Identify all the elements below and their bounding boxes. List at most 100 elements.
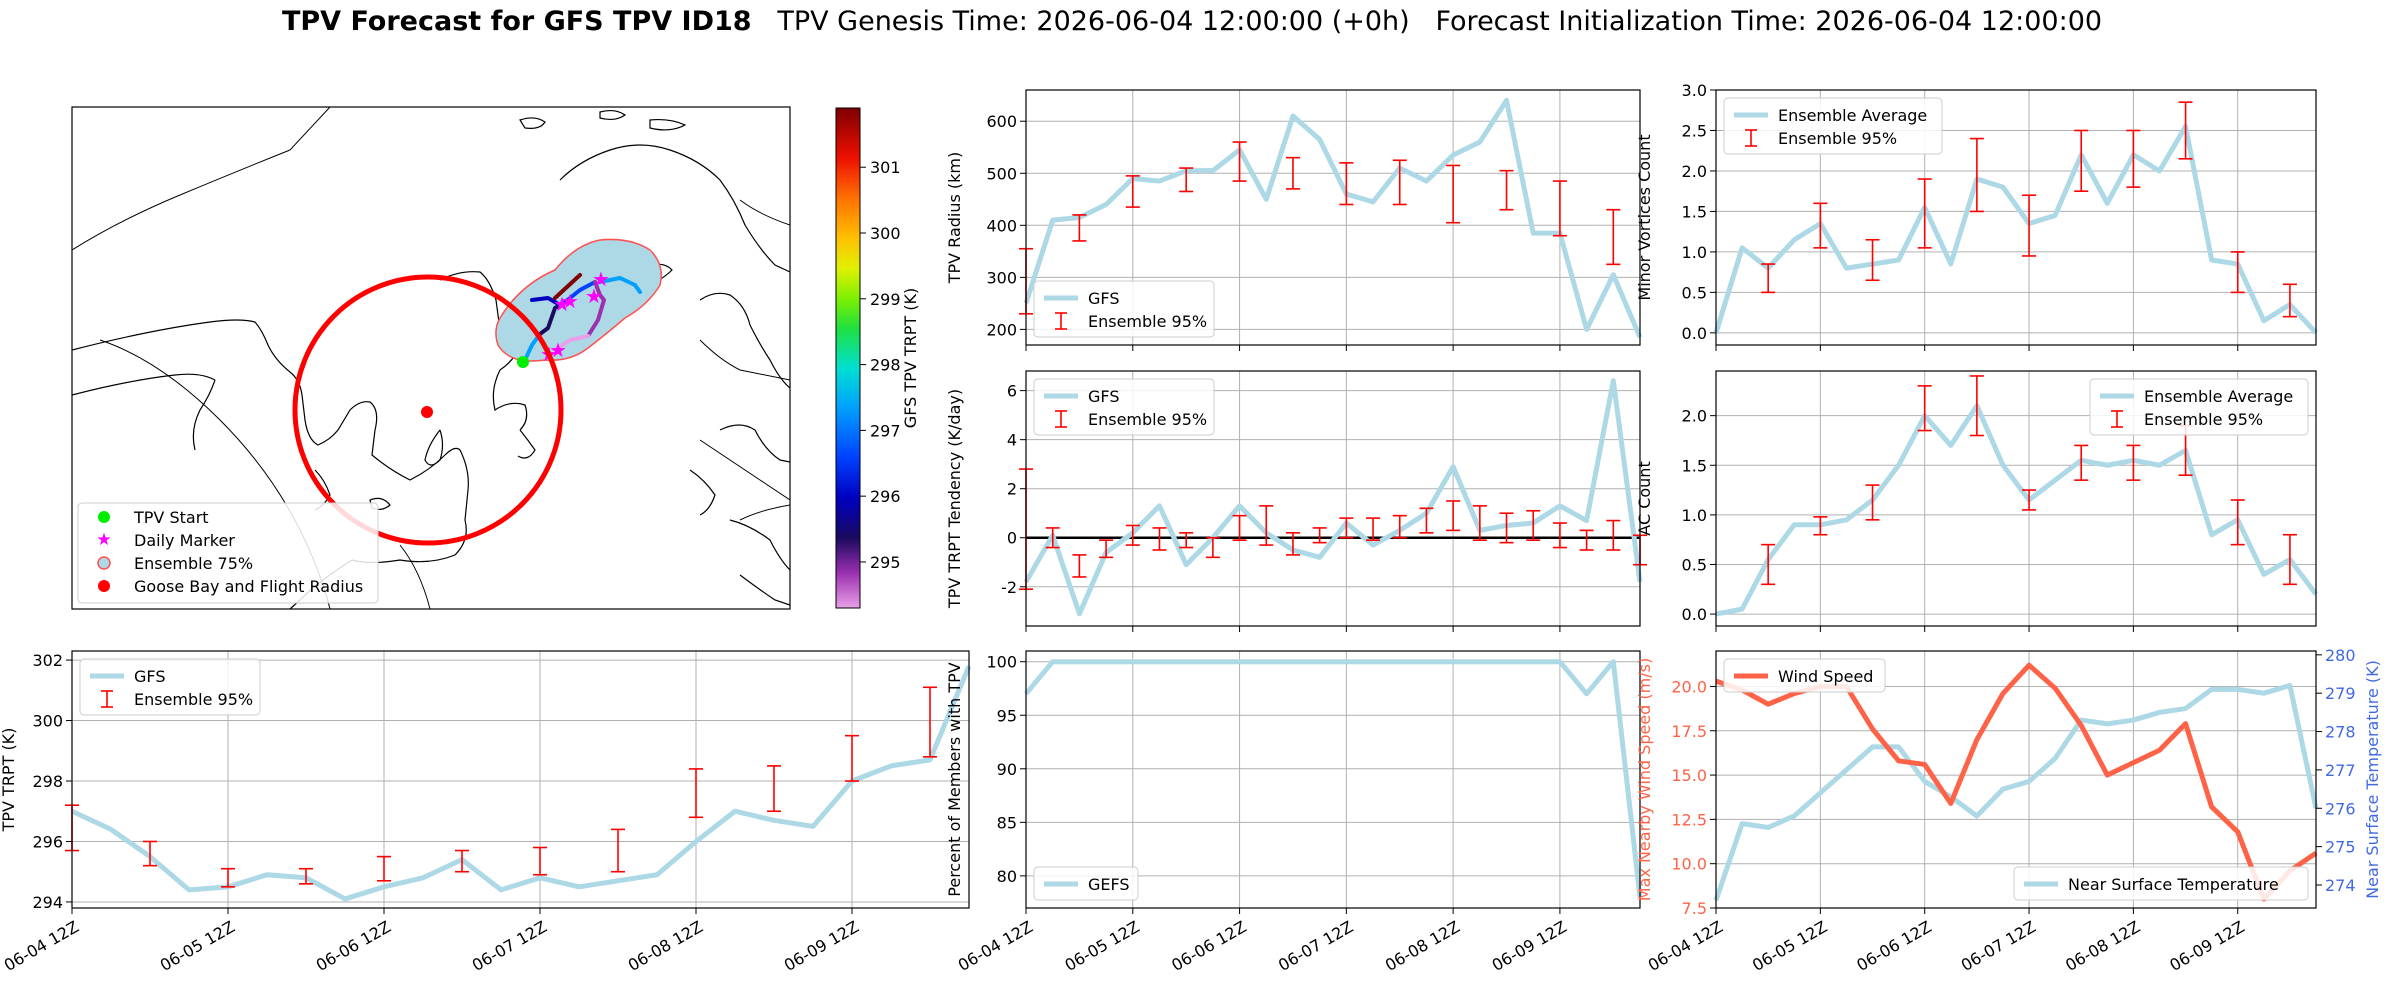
plot-frame <box>1025 650 1641 909</box>
legend-label: Ensemble 95% <box>1088 410 1207 429</box>
tpv-start-marker <box>517 356 529 368</box>
y-tick-label: 2.0 <box>1682 162 1707 181</box>
title-bold: TPV Forecast for GFS TPV ID18 <box>281 6 752 37</box>
series-line <box>1023 378 1643 617</box>
colorbar-tick-label: 297 <box>870 421 901 440</box>
map-legend: TPV Start ★ Daily Marker Ensemble 75% Go… <box>77 502 379 604</box>
y-tick-label: 10.0 <box>1671 855 1707 874</box>
y2-tick-label: 280 <box>2325 646 2356 665</box>
plot-frame <box>1715 370 2317 627</box>
series-line <box>1715 403 2318 617</box>
x-tick-label: 06-04 12Z <box>1645 917 1726 975</box>
legend-goose-bay-label: Goose Bay and Flight Radius <box>134 577 363 596</box>
legend-box <box>79 658 261 716</box>
y2-tick-label: 276 <box>2325 799 2356 818</box>
y-tick-label: 300 <box>32 712 63 731</box>
y-tick-label: 1.5 <box>1682 202 1707 221</box>
colorbar-tick-label: 301 <box>870 158 901 177</box>
figure-title: TPV Forecast for GFS TPV ID18 TPV Genesi… <box>0 6 2384 37</box>
x-tick-label: 06-08 12Z <box>625 917 706 975</box>
x-tick-label: 06-05 12Z <box>157 917 238 975</box>
y-axis-label: TPV Radius (km) <box>945 152 964 285</box>
x-tick-label: 06-06 12Z <box>313 917 394 975</box>
legend-label: GFS <box>1088 387 1119 406</box>
y-tick-label: 2.0 <box>1682 407 1707 426</box>
legend-label: Ensemble Average <box>2144 387 2293 406</box>
panel-percent: 80 85 90 95 100 06-04 12Z 06-05 12Z 06-06 12Z 06… <box>945 650 1643 975</box>
y-tick-label: 302 <box>32 651 63 670</box>
y2-tick-label: 278 <box>2325 723 2356 742</box>
legend: GFS Ensemble 95% <box>1033 280 1215 338</box>
goose-bay-marker <box>421 406 433 418</box>
x-tick-label: 06-06 12Z <box>1168 917 1249 975</box>
plot-frame <box>1025 370 1641 627</box>
y-tick-label: 4 <box>1007 431 1017 450</box>
legend-box <box>1723 658 1886 693</box>
legend: GFS Ensemble 95% <box>1033 378 1215 436</box>
svg-text:★: ★ <box>561 289 579 313</box>
y-tick-label: 7.5 <box>1682 899 1707 918</box>
legend: Wind Speed Near Surface Temperature <box>1723 658 2309 901</box>
x-tick-label: 06-05 12Z <box>1749 917 1830 975</box>
plot-frame <box>1715 89 2317 346</box>
legend-tpv-start-label: TPV Start <box>133 508 209 527</box>
svg-text:★: ★ <box>549 338 567 362</box>
y-tick-label: 1.0 <box>1682 506 1707 525</box>
svg-text:★: ★ <box>553 292 571 316</box>
legend: GFS Ensemble 95% <box>79 658 261 716</box>
colorbar-tick-label: 295 <box>870 553 901 572</box>
legend-label: GFS <box>1088 289 1119 308</box>
x-tick-label: 06-07 12Z <box>1958 917 2039 975</box>
y-tick-label: 500 <box>986 164 1017 183</box>
y2-tick-label: 277 <box>2325 761 2356 780</box>
y-tick-label: 85 <box>997 813 1017 832</box>
y-tick-label: 20.0 <box>1671 677 1707 696</box>
y-tick-label: 298 <box>32 772 63 791</box>
plot-frame <box>1025 89 1641 346</box>
y-tick-label: 294 <box>32 893 63 912</box>
colorbar-tick-label: 298 <box>870 356 901 375</box>
title-init: Forecast Initialization Time: 2026-06-04… <box>1435 6 2103 37</box>
y-tick-label: 2.5 <box>1682 121 1707 140</box>
y-tick-label: 6 <box>1007 382 1017 401</box>
legend-label: Ensemble 95% <box>2144 410 2263 429</box>
colorbar-tick-label: 299 <box>870 290 901 309</box>
legend: GEFS <box>1033 866 1139 901</box>
legend-label: Near Surface Temperature <box>2068 875 2279 894</box>
plot-frame <box>1715 650 2317 909</box>
panel-wind: 7.5 10.0 12.5 15.0 17.5 20.0 06-04 12Z 06-05 12… <box>1635 646 2382 975</box>
panel-trpt: 294 296 298 300 302 06-04 12Z 06-05 12Z 06-06 1… <box>0 650 972 975</box>
x-tick-label: 06-09 12Z <box>2166 917 2247 975</box>
y-tick-label: 17.5 <box>1671 722 1707 741</box>
x-tick-label: 06-05 12Z <box>1061 917 1142 975</box>
legend-label: Wind Speed <box>1778 667 1873 686</box>
legend-box <box>1033 866 1139 901</box>
colorbar-label: GFS TPV TRPT (K) <box>901 288 920 428</box>
x-tick-label: 06-06 12Z <box>1853 917 1934 975</box>
legend: Ensemble Average Ensemble 95% <box>1723 97 1943 155</box>
colorbar-tick-label: 300 <box>870 224 901 243</box>
y2-tick-label: 279 <box>2325 684 2356 703</box>
legend-goose-bay-marker <box>98 580 110 592</box>
legend-label: Ensemble Average <box>1778 106 1927 125</box>
series-line <box>1023 97 1643 339</box>
plot-area <box>1716 651 2316 908</box>
colorbar-tick-label: 296 <box>870 487 901 506</box>
x-tick-label: 06-08 12Z <box>1382 917 1463 975</box>
y-axis-label: AC Count <box>1635 461 1654 535</box>
legend: Ensemble Average Ensemble 95% <box>2089 378 2309 436</box>
temperature-line <box>1713 683 2319 902</box>
y-tick-label: 0 <box>1007 529 1017 548</box>
colorbar: 295 296 297 298 299 300 301 GFS TPV TRPT (K) <box>835 107 920 609</box>
x-tick-label: 06-07 12Z <box>469 917 550 975</box>
legend-tpv-start-marker <box>98 511 110 523</box>
y-tick-label: -2 <box>1001 578 1017 597</box>
y-tick-label: 0.5 <box>1682 283 1707 302</box>
y-tick-label: 300 <box>986 268 1017 287</box>
y2-tick-label: 275 <box>2325 838 2356 857</box>
legend-label: Ensemble 95% <box>1778 129 1897 148</box>
legend-box <box>2013 866 2309 901</box>
y-tick-label: 100 <box>986 653 1017 672</box>
